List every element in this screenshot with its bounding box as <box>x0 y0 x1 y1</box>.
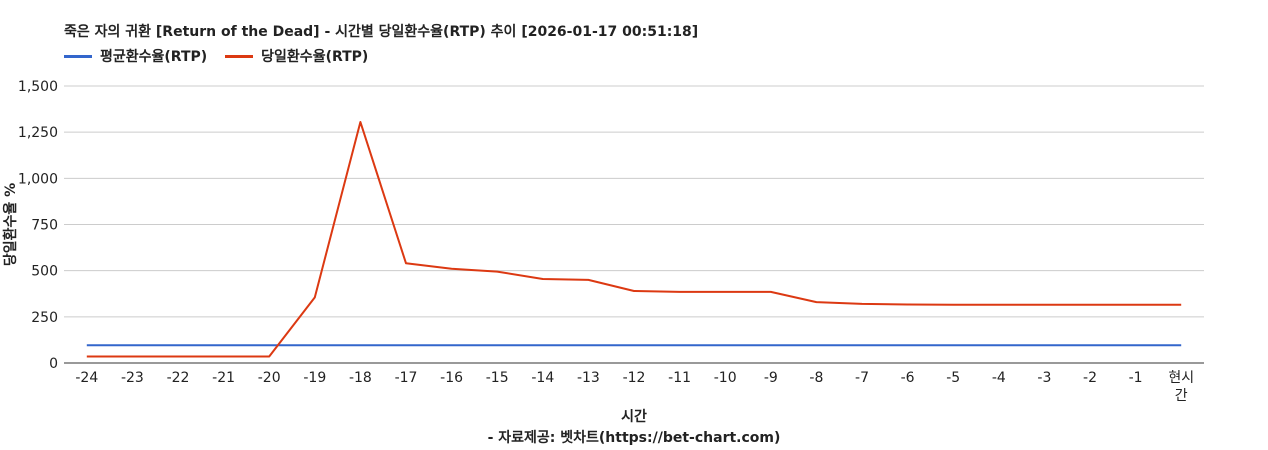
x-tick-label: -15 <box>486 370 509 386</box>
x-tick-label: -12 <box>623 370 646 386</box>
x-tick-label: -2 <box>1083 370 1097 386</box>
x-axis-title: 시간 <box>621 408 647 425</box>
x-tick-label: -11 <box>668 370 691 386</box>
x-tick-label: -10 <box>714 370 737 386</box>
legend-item-average-rtp[interactable]: 평균환수율(RTP) <box>64 46 207 66</box>
y-tick-label: 500 <box>31 264 58 280</box>
x-tick-label: -3 <box>1037 370 1051 386</box>
x-tick-label: -18 <box>349 370 372 386</box>
x-tick-label: -23 <box>121 370 144 386</box>
x-tick-label: -13 <box>577 370 600 386</box>
x-tick-label: -19 <box>303 370 326 386</box>
y-tick-label: 1,000 <box>18 171 58 187</box>
legend-item-daily-rtp[interactable]: 당일환수율(RTP) <box>225 46 368 66</box>
x-tick-label: 현시 간 <box>1168 370 1194 404</box>
chart-title: 죽은 자의 귀환 [Return of the Dead] - 시간별 당일환수… <box>64 24 699 40</box>
x-tick-label: -1 <box>1129 370 1143 386</box>
x-tick-label: -16 <box>440 370 463 386</box>
source-credit: - 자료제공: 벳차트(https://bet-chart.com) <box>488 429 781 446</box>
y-axis-title: 당일환수율 % <box>2 183 19 266</box>
x-tick-label: -7 <box>855 370 869 386</box>
x-tick-label: -8 <box>809 370 823 386</box>
legend: 평균환수율(RTP) 당일환수율(RTP) <box>64 46 386 66</box>
x-tick-label: -14 <box>531 370 554 386</box>
x-tick-label: -20 <box>258 370 281 386</box>
y-tick-label: 0 <box>49 356 58 372</box>
x-tick-label: -24 <box>75 370 98 386</box>
x-tick-label: -22 <box>167 370 190 386</box>
x-tick-label: -9 <box>764 370 778 386</box>
x-tick-label: -21 <box>212 370 235 386</box>
y-tick-label: 750 <box>31 218 58 234</box>
legend-swatch-average-rtp <box>64 54 92 58</box>
y-tick-label: 1,500 <box>18 79 58 95</box>
x-tick-label: -5 <box>946 370 960 386</box>
legend-swatch-daily-rtp <box>225 54 254 58</box>
y-tick-label: 250 <box>31 310 58 326</box>
y-tick-label: 1,250 <box>18 125 58 141</box>
x-tick-label: -4 <box>992 370 1006 386</box>
legend-label-average-rtp: 평균환수율(RTP) <box>100 49 208 65</box>
legend-label-daily-rtp: 당일환수율(RTP) <box>261 49 369 65</box>
x-tick-label: -17 <box>395 370 418 386</box>
series-line-daily-rtp <box>86 121 1182 358</box>
x-tick-label: -6 <box>901 370 915 386</box>
